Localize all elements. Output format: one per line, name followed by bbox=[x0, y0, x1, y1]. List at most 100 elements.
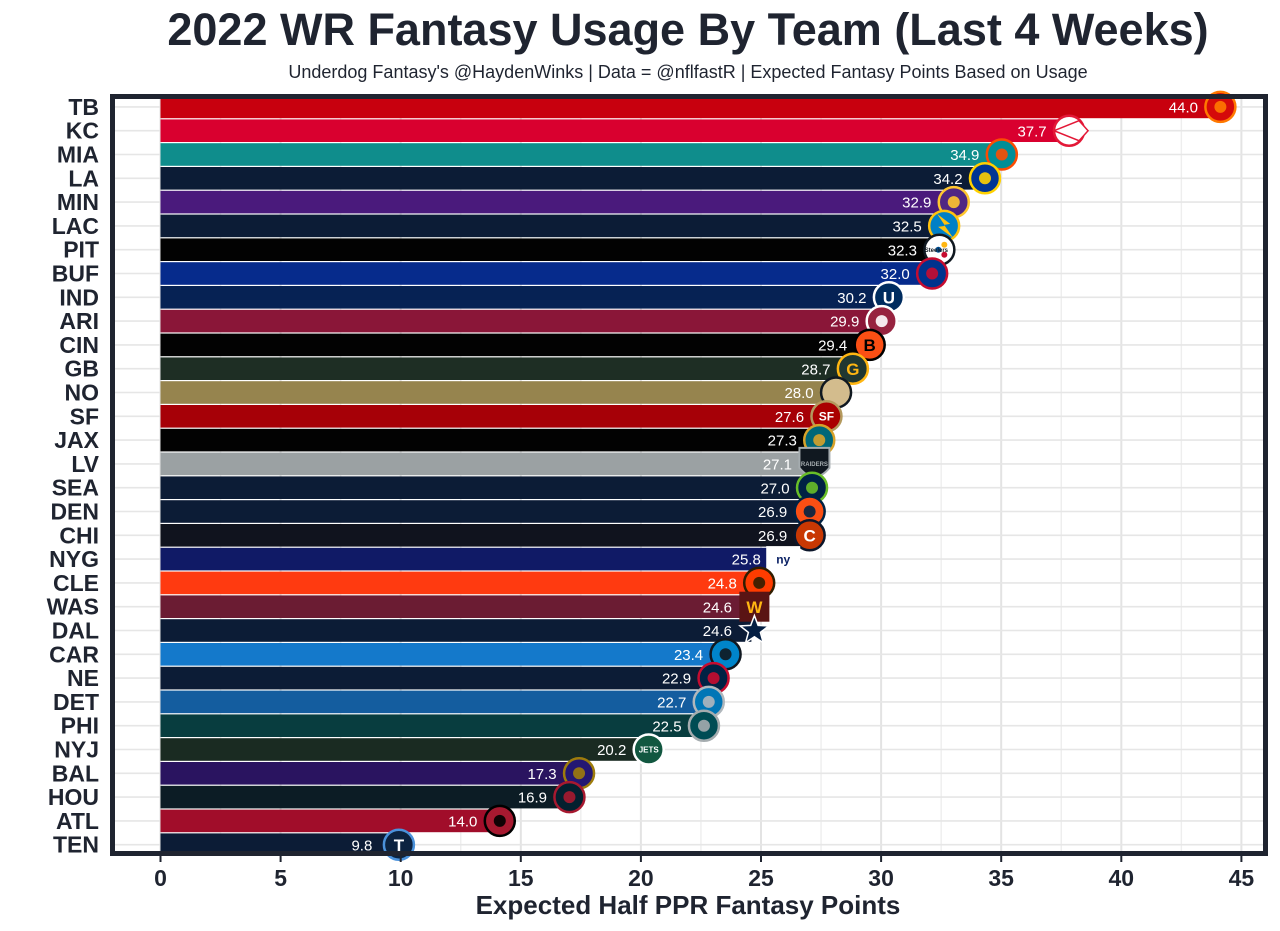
value-label-atl: 14.0 bbox=[448, 814, 477, 831]
value-label-mia: 34.9 bbox=[950, 147, 979, 164]
vikings-head-icon bbox=[937, 185, 971, 219]
value-label-lv: 27.1 bbox=[763, 457, 792, 474]
bar-jax bbox=[160, 428, 817, 452]
jets-oval-icon: JETS bbox=[632, 733, 665, 766]
y-tick-label: GB bbox=[65, 356, 100, 382]
value-label-nyg: 25.8 bbox=[732, 552, 761, 569]
logo-label: ny bbox=[776, 552, 790, 566]
value-label-phi: 22.5 bbox=[652, 718, 681, 735]
value-label-was: 24.6 bbox=[703, 599, 732, 616]
bar-pit bbox=[160, 238, 937, 261]
y-tick-label: SEA bbox=[52, 475, 99, 501]
y-tick-label: NO bbox=[65, 380, 100, 406]
bar-den bbox=[160, 500, 807, 523]
value-label-ari: 29.9 bbox=[830, 314, 859, 331]
plot-border bbox=[110, 94, 1268, 856]
bar-was bbox=[160, 595, 752, 618]
colts-horseshoe-icon: U bbox=[872, 281, 906, 314]
bar-cle bbox=[160, 571, 757, 595]
bar-ne bbox=[160, 666, 711, 690]
y-tick-label: NE bbox=[67, 665, 99, 691]
x-axis-label: Expected Half PPR Fantasy Points bbox=[476, 890, 901, 920]
value-label-tb: 44.0 bbox=[1169, 100, 1198, 117]
value-label-no: 28.0 bbox=[784, 385, 813, 402]
value-label-ne: 22.9 bbox=[662, 671, 691, 688]
value-label-den: 26.9 bbox=[758, 504, 787, 521]
bar-kc bbox=[160, 119, 1067, 142]
x-tick-label: 45 bbox=[1229, 865, 1255, 891]
panthers-head-icon bbox=[709, 638, 742, 671]
eagles-head-icon bbox=[687, 709, 721, 742]
value-label-ten: 9.8 bbox=[351, 837, 372, 854]
bar-chi bbox=[160, 524, 807, 547]
y-tick-label: BUF bbox=[52, 261, 99, 287]
y-tick-label: JAX bbox=[54, 427, 99, 453]
x-tick-label: 15 bbox=[508, 865, 534, 891]
bar-nyg bbox=[160, 547, 781, 571]
y-tick-label: ATL bbox=[56, 808, 99, 834]
y-tick-label: DAL bbox=[52, 618, 99, 644]
texans-bull-icon bbox=[553, 780, 586, 814]
value-label-gb: 28.7 bbox=[801, 361, 830, 378]
bar-la bbox=[160, 167, 982, 190]
dolphins-icon bbox=[985, 138, 1019, 171]
bills-charging-buffalo-icon bbox=[915, 257, 949, 290]
chiefs-arrowhead-icon bbox=[1052, 114, 1090, 147]
rams-horn-icon bbox=[968, 162, 1002, 195]
chargers-bolt-icon bbox=[927, 209, 961, 243]
y-tick-label: LV bbox=[71, 451, 99, 477]
y-tick-label: CLE bbox=[53, 570, 99, 596]
bar-ten bbox=[160, 833, 396, 856]
bar-mia bbox=[160, 143, 999, 166]
logo-label: RAIDERS bbox=[801, 462, 828, 468]
value-label-pit: 32.3 bbox=[888, 242, 917, 259]
bar-no bbox=[160, 381, 834, 404]
commanders-w-icon: W bbox=[739, 591, 770, 622]
x-tick-label: 40 bbox=[1109, 865, 1135, 891]
bears-c-icon: C bbox=[793, 519, 826, 552]
y-tick-label: NYJ bbox=[54, 737, 99, 763]
bar-lac bbox=[160, 214, 942, 238]
browns-elf-icon bbox=[742, 566, 776, 600]
y-tick-label: PIT bbox=[63, 237, 99, 263]
buccaneers-flag-icon bbox=[1204, 90, 1237, 124]
y-tick-label: MIN bbox=[57, 189, 99, 215]
y-tick-label: IND bbox=[59, 284, 99, 310]
y-tick-label: BAL bbox=[52, 760, 99, 786]
patriots-flying-elvis-icon bbox=[697, 661, 730, 695]
logo-label: C bbox=[803, 526, 815, 545]
value-label-sea: 27.0 bbox=[760, 480, 789, 497]
value-label-cle: 24.8 bbox=[708, 576, 737, 593]
bar-min bbox=[160, 190, 951, 214]
y-tick-label: MIA bbox=[57, 142, 99, 168]
y-tick-label: HOU bbox=[48, 784, 99, 810]
y-tick-label: TB bbox=[68, 94, 99, 120]
chart-subtitle: Underdog Fantasy's @HaydenWinks | Data =… bbox=[288, 62, 1087, 82]
y-tick-label: KC bbox=[66, 118, 99, 144]
logo-label: U bbox=[883, 288, 895, 307]
logo-label: B bbox=[864, 336, 876, 355]
value-label-la: 34.2 bbox=[933, 171, 962, 188]
y-tick-label: CHI bbox=[59, 522, 99, 548]
value-label-nyj: 20.2 bbox=[597, 742, 626, 759]
bar-det bbox=[160, 690, 706, 714]
cowboys-star-icon bbox=[738, 613, 771, 645]
value-label-sf: 27.6 bbox=[775, 409, 804, 426]
bar-hou bbox=[160, 785, 567, 809]
y-tick-label: LA bbox=[68, 165, 99, 191]
y-tick-label: CIN bbox=[59, 332, 99, 358]
value-label-kc: 37.7 bbox=[1017, 123, 1046, 140]
y-tick-label: LAC bbox=[52, 213, 99, 239]
bar-bal bbox=[160, 762, 577, 785]
x-tick-label: 20 bbox=[628, 865, 654, 891]
plot-area: Steelers U BG SF RAIDERS Cny W JETS T 44.0 37.7 34.… bbox=[47, 90, 1268, 891]
y-tick-label: DET bbox=[53, 689, 99, 715]
bar-sea bbox=[160, 476, 810, 499]
y-tick-label: TEN bbox=[53, 832, 99, 858]
x-tick-label: 25 bbox=[748, 865, 774, 891]
value-label-buf: 32.0 bbox=[881, 266, 910, 283]
bar-dal bbox=[160, 619, 752, 642]
ravens-head-icon bbox=[562, 757, 596, 790]
value-label-jax: 27.3 bbox=[768, 433, 797, 450]
